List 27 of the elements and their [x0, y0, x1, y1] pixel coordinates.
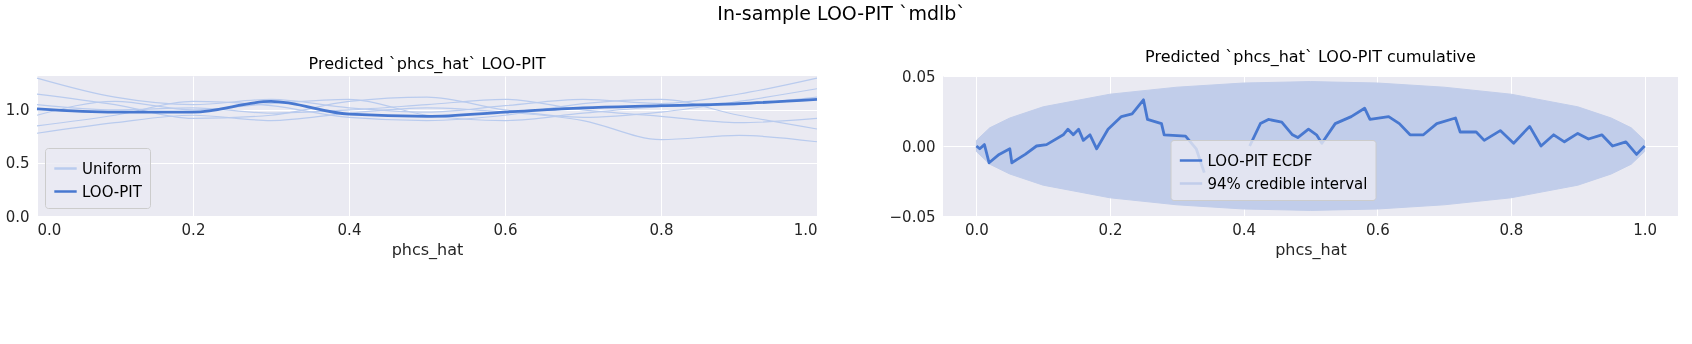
legend-label: LOO-PIT ECDF	[1207, 151, 1313, 170]
chart-title: Predicted `phcs_hat` LOO-PIT cumulative	[1145, 47, 1476, 67]
y-tick-label: 0.00	[902, 137, 936, 156]
x-tick-label: 0.0	[37, 220, 62, 239]
x-axis-title: phcs_hat	[391, 239, 464, 260]
y-tick-label: 0.05	[902, 67, 936, 86]
x-tick-label: 0.8	[649, 220, 674, 239]
x-tick-label: 0.4	[337, 220, 362, 239]
x-tick-label: 1.0	[793, 220, 818, 239]
y-tick-label: 1.0	[5, 101, 30, 120]
legend-label: Uniform	[82, 159, 142, 178]
x-tick-label: 0.0	[964, 220, 989, 239]
x-tick-label: 0.2	[181, 220, 206, 239]
x-tick-label: 0.6	[493, 220, 518, 239]
y-tick-label: −0.05	[889, 207, 936, 226]
text: In-sample LOO-PIT `mdlb`	[717, 2, 966, 24]
chart-title: Predicted `phcs_hat` LOO-PIT	[308, 54, 546, 74]
x-tick-label: 0.2	[1098, 220, 1123, 239]
y-tick-label: 0.5	[5, 154, 30, 173]
legend-label: 94% credible interval	[1207, 174, 1368, 193]
x-axis-title: phcs_hat	[1275, 239, 1347, 260]
x-tick-label: 0.8	[1499, 220, 1524, 239]
x-tick-label: 0.4	[1232, 220, 1257, 239]
x-tick-label: 0.6	[1365, 220, 1390, 239]
y-tick-label: 0.0	[5, 207, 30, 226]
legend-label: LOO-PIT	[82, 182, 143, 201]
x-tick-label: 1.0	[1633, 220, 1658, 239]
